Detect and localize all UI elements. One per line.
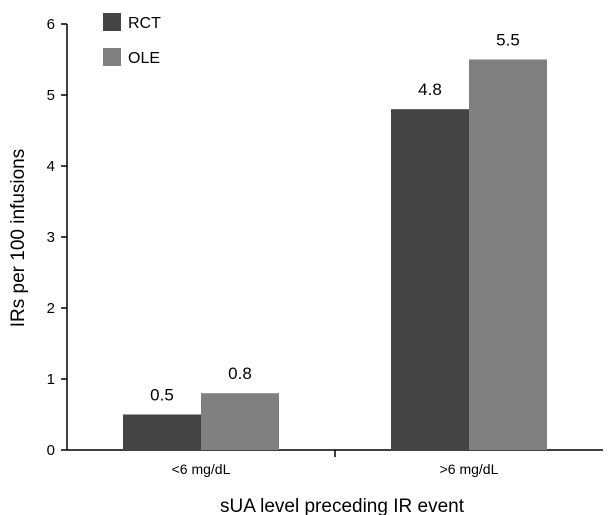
bar-ole-0	[201, 393, 279, 450]
legend-label: OLE	[128, 50, 160, 67]
legend: RCT OLE	[103, 13, 161, 67]
data-label: 0.8	[228, 364, 252, 383]
y-axis-title: IRs per 100 infusions	[8, 149, 29, 328]
data-label: 5.5	[496, 31, 520, 50]
y-tick-label: 5	[47, 87, 55, 104]
y-tick-label: 3	[47, 229, 55, 246]
legend-swatch-ole	[103, 48, 121, 66]
x-category-label: <6 mg/dL	[172, 461, 231, 477]
bar-rct-0	[123, 414, 201, 450]
bar-rct-1	[391, 109, 469, 450]
y-tick-label: 1	[47, 371, 55, 388]
y-tick-label: 0	[47, 442, 55, 459]
bar-ole-1	[469, 59, 547, 450]
data-labels: 0.5 0.8 4.8 5.5	[150, 31, 520, 405]
data-label: 4.8	[418, 80, 442, 99]
x-category-label: >6 mg/dL	[440, 461, 499, 477]
y-tick-label: 4	[47, 158, 55, 175]
legend-label: RCT	[128, 15, 161, 32]
x-axis: <6 mg/dL >6 mg/dL	[67, 449, 603, 477]
y-axis: 0 1 2 3 4 5 6	[47, 16, 68, 459]
y-tick-label: 2	[47, 300, 55, 317]
data-label: 0.5	[150, 386, 174, 405]
legend-swatch-rct	[103, 13, 121, 31]
y-tick-label: 6	[47, 16, 55, 33]
x-axis-title: sUA level preceding IR event	[220, 496, 465, 515]
bars	[123, 59, 547, 450]
